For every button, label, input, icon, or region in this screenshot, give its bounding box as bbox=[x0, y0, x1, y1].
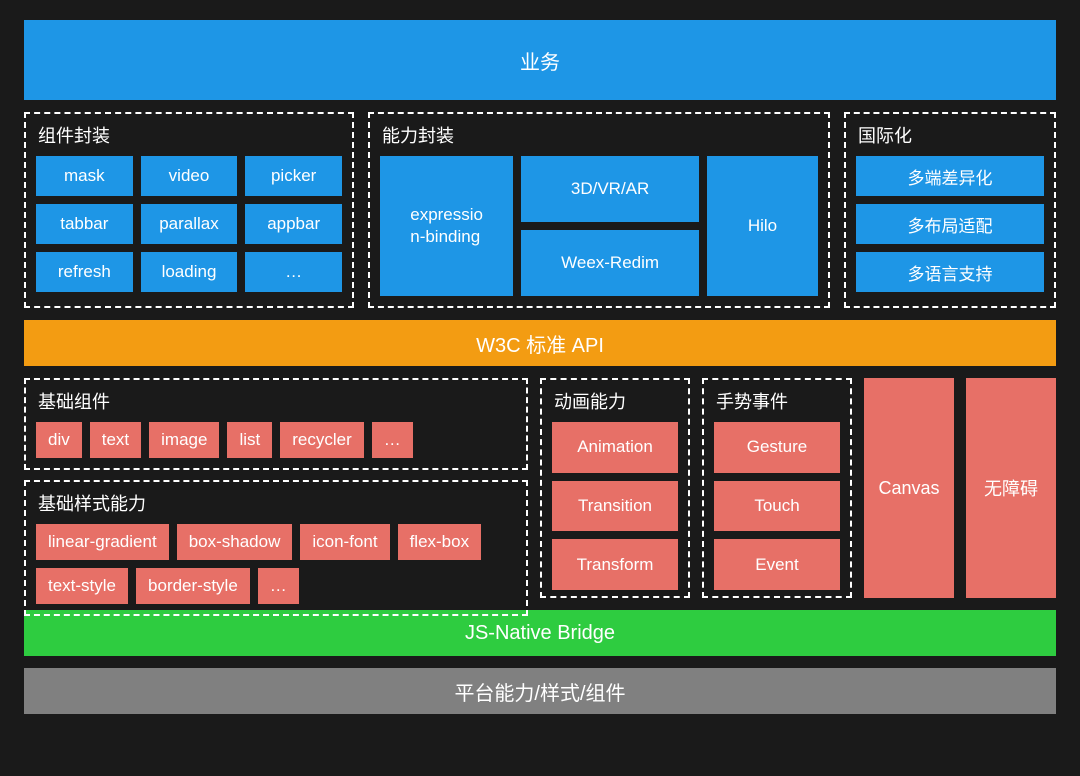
group-gesture-title: 手势事件 bbox=[714, 388, 840, 414]
basic-comp-item: list bbox=[227, 422, 272, 458]
component-item: tabbar bbox=[36, 204, 133, 244]
animation-item: Animation bbox=[552, 422, 678, 473]
basic-comp-item: recycler bbox=[280, 422, 364, 458]
basic-style-item: linear-gradient bbox=[36, 524, 169, 560]
basic-style-item: icon-font bbox=[300, 524, 389, 560]
basic-comp-item: … bbox=[372, 422, 413, 458]
layer-business: 业务 bbox=[24, 20, 1056, 100]
basic-comp-item: div bbox=[36, 422, 82, 458]
group-component: 组件封装 mask video picker tabbar parallax a… bbox=[24, 112, 354, 308]
animation-item: Transform bbox=[552, 539, 678, 590]
component-item: video bbox=[141, 156, 238, 196]
component-item: refresh bbox=[36, 252, 133, 292]
component-item: parallax bbox=[141, 204, 238, 244]
component-item: … bbox=[245, 252, 342, 292]
group-basic-styles-title: 基础样式能力 bbox=[36, 490, 516, 516]
group-intl: 国际化 多端差异化 多布局适配 多语言支持 bbox=[844, 112, 1056, 308]
component-item: mask bbox=[36, 156, 133, 196]
gesture-item: Event bbox=[714, 539, 840, 590]
basic-style-item: text-style bbox=[36, 568, 128, 604]
layer-js-native-bridge: JS-Native Bridge bbox=[24, 610, 1056, 656]
gesture-item: Gesture bbox=[714, 422, 840, 473]
group-basic-styles: 基础样式能力 linear-gradient box-shadow icon-f… bbox=[24, 480, 528, 616]
group-animation-title: 动画能力 bbox=[552, 388, 678, 414]
basic-style-item: border-style bbox=[136, 568, 250, 604]
group-basic-components-title: 基础组件 bbox=[36, 388, 516, 414]
basic-comp-item: image bbox=[149, 422, 219, 458]
ability-3d-vr-ar: 3D/VR/AR bbox=[521, 156, 699, 222]
group-basic-components: 基础组件 div text image list recycler … bbox=[24, 378, 528, 470]
layer-platform: 平台能力/样式/组件 bbox=[24, 668, 1056, 714]
row-coral-groups: 基础组件 div text image list recycler … 基础样式… bbox=[24, 378, 1056, 598]
group-animation: 动画能力 Animation Transition Transform bbox=[540, 378, 690, 598]
gesture-item: Touch bbox=[714, 481, 840, 532]
component-item: picker bbox=[245, 156, 342, 196]
intl-item: 多端差异化 bbox=[856, 156, 1044, 196]
basic-style-item: box-shadow bbox=[177, 524, 293, 560]
group-ability-title: 能力封装 bbox=[380, 122, 818, 148]
layer-w3c-api: W3C 标准 API bbox=[24, 320, 1056, 366]
animation-item: Transition bbox=[552, 481, 678, 532]
group-ability: 能力封装 expressio n-binding 3D/VR/AR Hilo W… bbox=[368, 112, 830, 308]
group-component-title: 组件封装 bbox=[36, 122, 342, 148]
row-blue-groups: 组件封装 mask video picker tabbar parallax a… bbox=[24, 112, 1056, 308]
component-item: loading bbox=[141, 252, 238, 292]
ability-hilo: Hilo bbox=[707, 156, 818, 296]
ability-expression-binding: expressio n-binding bbox=[380, 156, 513, 296]
col-basic: 基础组件 div text image list recycler … 基础样式… bbox=[24, 378, 528, 598]
basic-comp-item: text bbox=[90, 422, 141, 458]
group-gesture: 手势事件 Gesture Touch Event bbox=[702, 378, 852, 598]
basic-style-item: flex-box bbox=[398, 524, 482, 560]
group-intl-title: 国际化 bbox=[856, 122, 1044, 148]
block-accessibility: 无障碍 bbox=[966, 378, 1056, 598]
intl-item: 多语言支持 bbox=[856, 252, 1044, 292]
intl-item: 多布局适配 bbox=[856, 204, 1044, 244]
block-canvas: Canvas bbox=[864, 378, 954, 598]
ability-weex-redim: Weex-Redim bbox=[521, 230, 699, 296]
component-item: appbar bbox=[245, 204, 342, 244]
basic-style-item: … bbox=[258, 568, 299, 604]
